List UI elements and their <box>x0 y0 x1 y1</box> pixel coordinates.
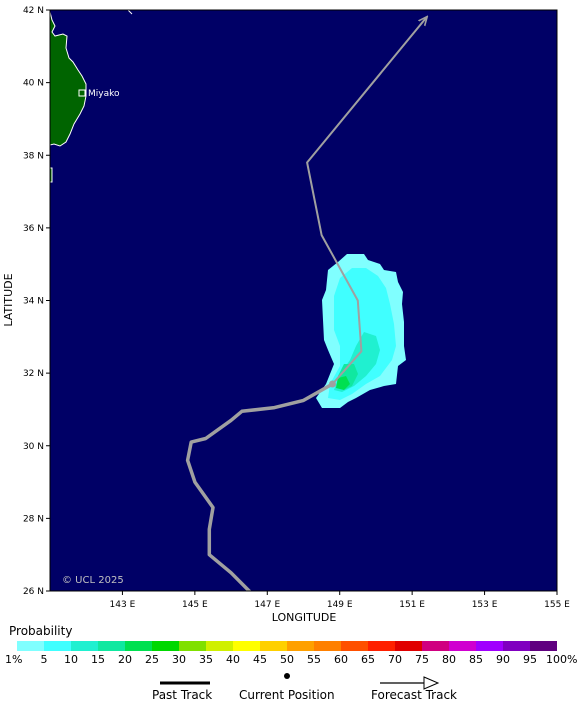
scale-swatch <box>530 641 557 651</box>
lon-tick-label: 153 E <box>472 600 498 610</box>
scale-swatch <box>233 641 260 651</box>
forecast-track-line <box>306 17 427 385</box>
scale-label: 5 <box>40 653 48 666</box>
scale-label: 85 <box>469 653 483 666</box>
scale-label: 25 <box>145 653 159 666</box>
scale-swatch <box>287 641 314 651</box>
x-axis-title: LONGITUDE <box>272 611 337 624</box>
scale-swatch <box>206 641 233 651</box>
city-marker-icon <box>78 89 86 97</box>
lon-tick-label: 145 E <box>182 600 208 610</box>
lon-tick-label: 143 E <box>110 600 136 610</box>
scale-label: 55 <box>307 653 321 666</box>
lon-tick-label: 151 E <box>399 600 425 610</box>
city-label: Miyako <box>88 89 120 99</box>
scale-swatch <box>179 641 206 651</box>
lat-tick-label: 40 N <box>23 79 44 89</box>
latitude-axis: 42 N 40 N 38 N 36 N 34 N 32 N 30 N 28 N 26 N <box>23 6 50 597</box>
scale-label: 80 <box>442 653 456 666</box>
y-axis-title: LATITUDE <box>2 273 15 326</box>
scale-label: 65 <box>361 653 375 666</box>
lat-tick-label: 28 N <box>23 514 44 524</box>
japan-coastline <box>50 11 87 147</box>
scale-label: 75 <box>415 653 429 666</box>
scale-label: 40 <box>226 653 240 666</box>
scale-label: 1% <box>5 653 23 666</box>
lat-tick-label: 42 N <box>23 6 44 16</box>
lon-tick-label: 147 E <box>254 600 280 610</box>
scale-swatch <box>449 641 476 651</box>
scale-label: 35 <box>199 653 213 666</box>
lat-tick-label: 30 N <box>23 442 44 452</box>
longitude-axis: 143 E 145 E 147 E 149 E 151 E 153 E 155 E <box>110 591 570 610</box>
current-position-legend-dot <box>284 673 290 679</box>
scale-swatch <box>125 641 152 651</box>
scale-swatch <box>476 641 503 651</box>
lat-tick-label: 38 N <box>23 151 44 161</box>
lon-tick-label: 149 E <box>327 600 353 610</box>
forecast-arrow-icon <box>423 676 440 690</box>
lat-tick-label: 34 N <box>23 297 44 307</box>
scale-swatch <box>422 641 449 651</box>
lat-tick-label: 32 N <box>23 369 44 379</box>
scale-label: 50 <box>280 653 294 666</box>
scale-swatch <box>71 641 98 651</box>
scale-swatch <box>17 641 44 651</box>
scale-swatch <box>395 641 422 651</box>
past-track-line <box>185 382 335 591</box>
ocean-area <box>50 10 557 591</box>
scale-swatch <box>44 641 71 651</box>
scale-label: 60 <box>334 653 348 666</box>
island-fragment <box>127 10 133 15</box>
scale-label: 100% <box>546 653 578 666</box>
scale-label: 90 <box>496 653 510 666</box>
copyright-text: © UCL 2025 <box>62 575 124 586</box>
scale-label: 95 <box>523 653 537 666</box>
scale-swatch <box>368 641 395 651</box>
scale-swatch <box>314 641 341 651</box>
probability-title: Probability <box>9 624 73 638</box>
scale-label: 30 <box>172 653 186 666</box>
scale-label: 20 <box>118 653 132 666</box>
scale-swatch <box>260 641 287 651</box>
lon-tick-label: 155 E <box>544 600 570 610</box>
lat-tick-label: 26 N <box>23 587 44 597</box>
scale-swatch <box>152 641 179 651</box>
probability-swath <box>316 254 406 408</box>
scale-label: 70 <box>388 653 402 666</box>
scale-swatch <box>98 641 125 651</box>
forecast-track-label: Forecast Track <box>371 688 457 702</box>
current-position-marker <box>328 380 336 388</box>
scale-label: 10 <box>64 653 78 666</box>
scale-label: 45 <box>253 653 267 666</box>
scale-swatch <box>341 641 368 651</box>
scale-label: 15 <box>91 653 105 666</box>
current-position-label: Current Position <box>239 688 335 702</box>
scale-swatch <box>503 641 530 651</box>
lat-tick-label: 36 N <box>23 224 44 234</box>
past-track-label: Past Track <box>152 688 213 702</box>
